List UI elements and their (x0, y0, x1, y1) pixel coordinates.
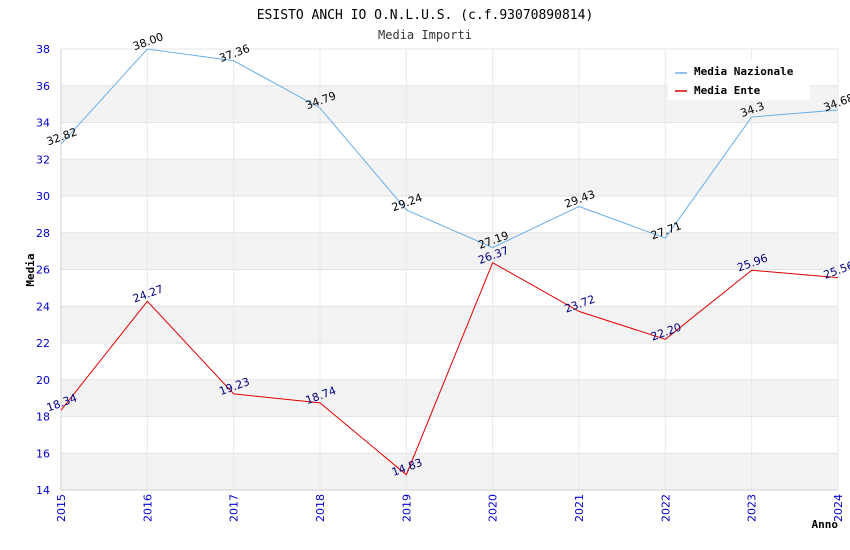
y-tick-labels: 14 16 18 20 22 24 26 28 30 32 34 36 38 (36, 43, 50, 497)
x-tick-label: 2022 (659, 494, 672, 522)
y-tick-label: 38 (36, 43, 50, 56)
x-tick-labels: 2015 2016 2017 2018 2019 2020 2021 2022 2023 2024 (55, 494, 845, 522)
x-tick-label: 2024 (832, 494, 845, 522)
x-tick-label: 2018 (314, 494, 327, 522)
data-label-media-nazionale: 38.00 (131, 30, 165, 53)
x-tick-label: 2016 (141, 494, 154, 522)
y-tick-label: 14 (36, 484, 50, 497)
grid-band (61, 159, 838, 196)
legend-box (668, 60, 810, 100)
y-tick-label: 26 (36, 264, 50, 277)
series-line-media-ente (60, 261, 839, 476)
y-tick-label: 16 (36, 447, 50, 460)
y-tick-label: 28 (36, 227, 50, 240)
grid-band (61, 379, 838, 417)
y-tick-label: 30 (36, 190, 50, 203)
legend-label-media-nazionale: Media Nazionale (694, 65, 794, 78)
y-tick-label: 32 (36, 153, 50, 166)
y-tick-label: 34 (36, 117, 50, 130)
y-tick-label: 36 (36, 80, 50, 93)
x-axis-label: Anno (812, 518, 839, 531)
y-tick-label: 22 (36, 337, 50, 350)
x-tick-label: 2021 (573, 494, 586, 522)
y-axis-label: Media (24, 253, 37, 286)
chart-title: ESISTO ANCH IO O.N.L.U.S. (c.f.930708908… (257, 8, 594, 23)
y-tick-label: 24 (36, 300, 50, 313)
x-tick-label: 2015 (55, 494, 68, 522)
x-tick-label: 2019 (400, 494, 413, 522)
chart-subtitle: Media Importi (378, 28, 472, 42)
series-lines (60, 48, 839, 476)
grid-band (61, 453, 838, 490)
grid-band (61, 306, 838, 343)
plot-bands (61, 85, 838, 490)
legend: Media Nazionale Media Ente (668, 60, 810, 100)
gridlines (60, 48, 839, 491)
x-tick-label: 2020 (487, 494, 500, 522)
x-tick-label: 2023 (746, 494, 759, 522)
legend-label-media-ente: Media Ente (694, 84, 761, 97)
grid-band (61, 232, 838, 270)
series-line-media-nazionale (60, 48, 839, 249)
y-tick-label: 20 (36, 374, 50, 387)
x-tick-label: 2017 (228, 494, 241, 522)
y-tick-label: 18 (36, 411, 50, 424)
